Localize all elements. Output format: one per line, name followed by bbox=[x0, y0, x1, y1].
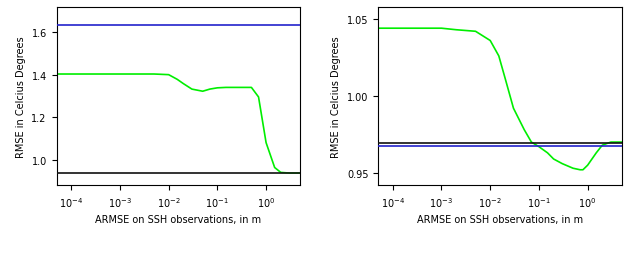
X-axis label: ARMSE on SSH observations, in m: ARMSE on SSH observations, in m bbox=[95, 214, 261, 224]
X-axis label: ARMSE on SSH observations, in m: ARMSE on SSH observations, in m bbox=[417, 214, 583, 224]
Y-axis label: RMSE in Celcius Degrees: RMSE in Celcius Degrees bbox=[16, 36, 26, 157]
Y-axis label: RMSE in Celcius Degrees: RMSE in Celcius Degrees bbox=[332, 36, 342, 157]
